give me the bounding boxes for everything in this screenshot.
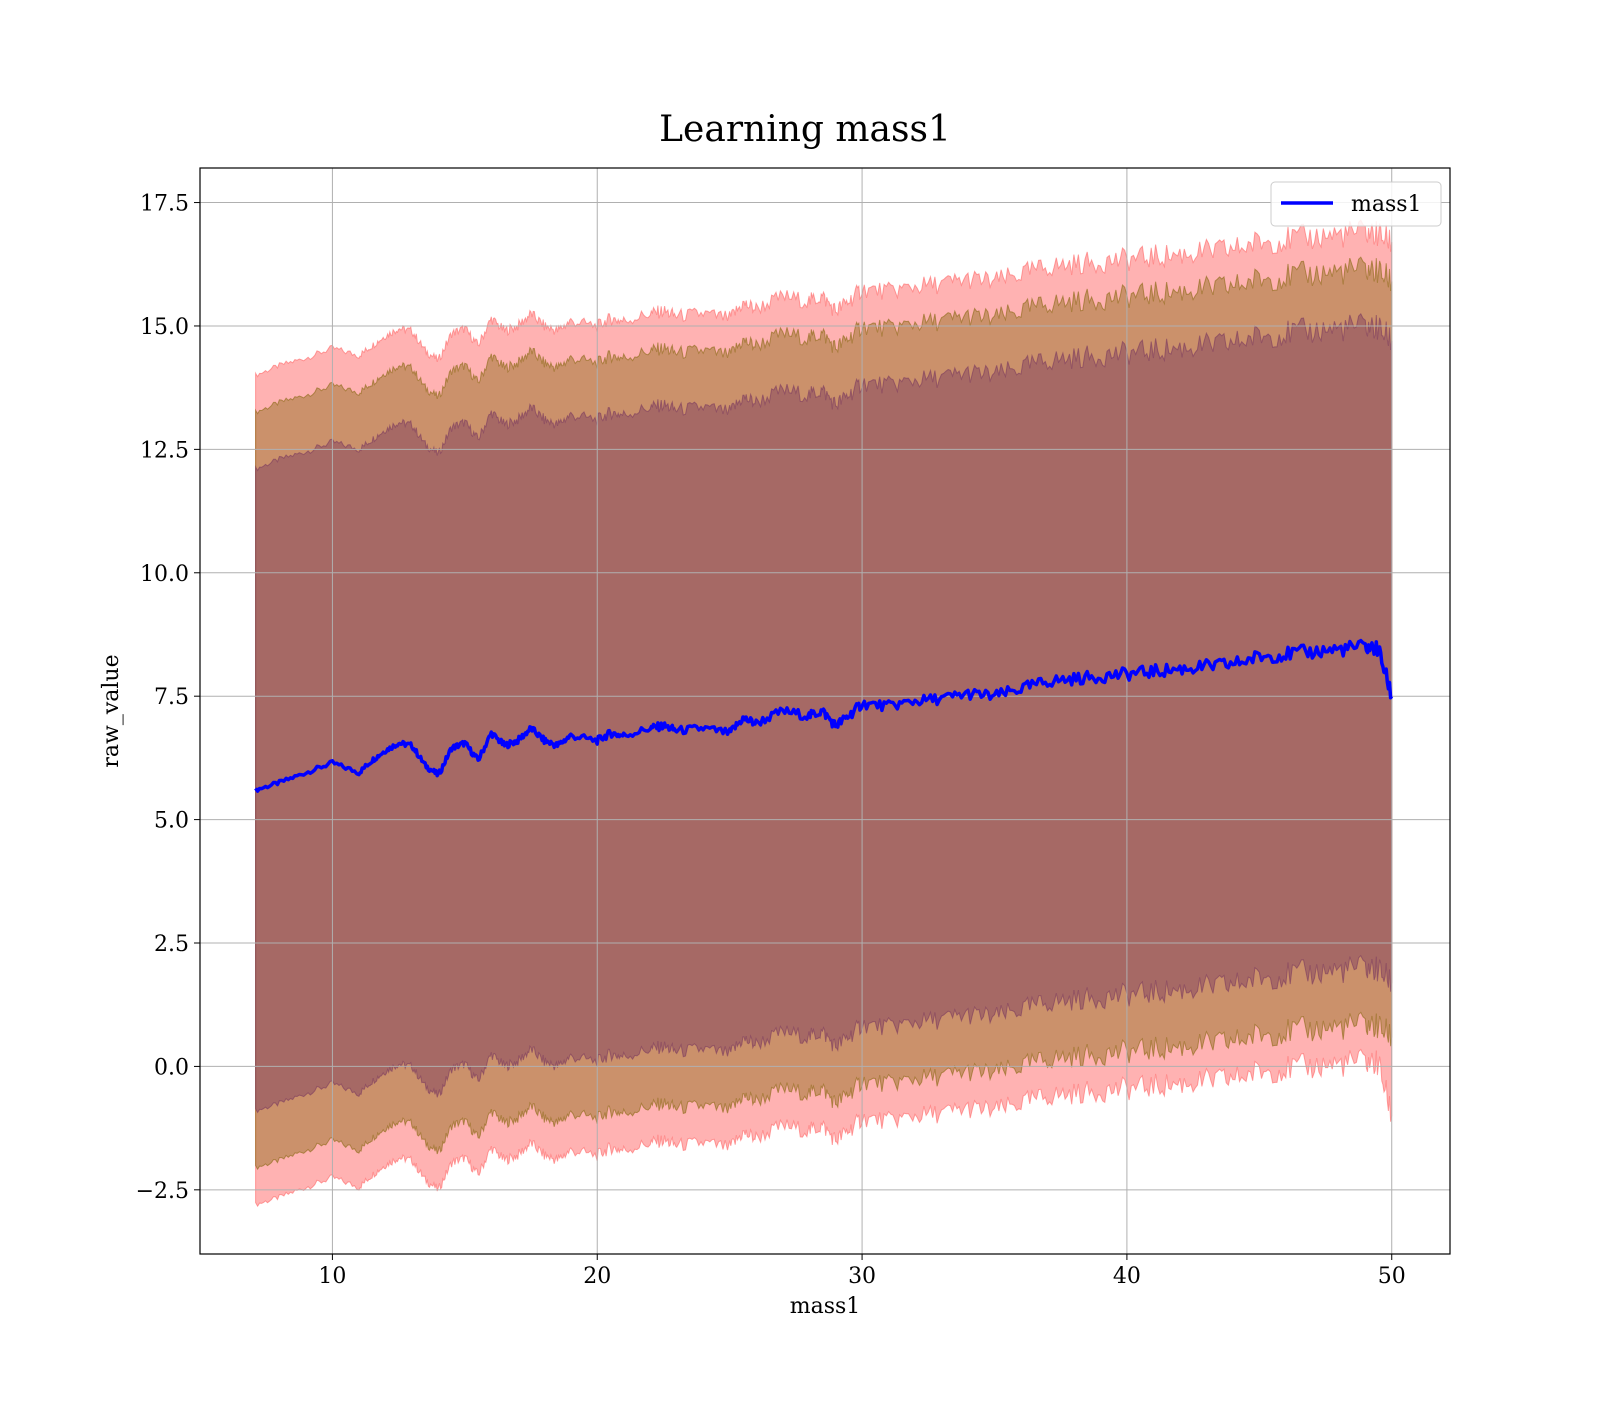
plot-frame — [199, 167, 1451, 1255]
x-tick-label: 10 — [318, 1264, 346, 1289]
y-tick-label: 15.0 — [140, 315, 189, 340]
y-tick-label: 10.0 — [140, 562, 189, 587]
chart-title: Learning mass1 — [659, 109, 951, 150]
x-tick-label: 20 — [583, 1264, 611, 1289]
x-axis-label: mass1 — [790, 1294, 861, 1319]
y-tick-label: 7.5 — [154, 685, 189, 710]
grid-lines — [200, 168, 1450, 1254]
y-tick-label: 17.5 — [140, 192, 189, 217]
x-tick-label: 30 — [848, 1264, 876, 1289]
legend-box — [1270, 181, 1442, 227]
y-tick-label: 2.5 — [154, 932, 189, 957]
x-axis-ticks: 10 20 30 40 50 — [318, 1254, 1406, 1289]
legend-label-mass1: mass1 — [1351, 192, 1422, 217]
y-tick-label: −2.5 — [136, 1179, 189, 1204]
series-line-mass1 — [254, 638, 1394, 793]
y-tick-label: 12.5 — [140, 438, 189, 463]
legend: mass1 — [1270, 181, 1442, 227]
y-axis-label: raw_value — [99, 654, 124, 767]
x-tick-label: 50 — [1378, 1264, 1406, 1289]
y-tick-label: 0.0 — [154, 1055, 189, 1080]
y-tick-label: 5.0 — [154, 809, 189, 834]
x-tick-label: 40 — [1113, 1264, 1141, 1289]
series-lines — [254, 638, 1394, 793]
y-axis-ticks: −2.5 0.0 2.5 5.0 7.5 10.0 12.5 15.0 17.5 — [136, 192, 200, 1204]
